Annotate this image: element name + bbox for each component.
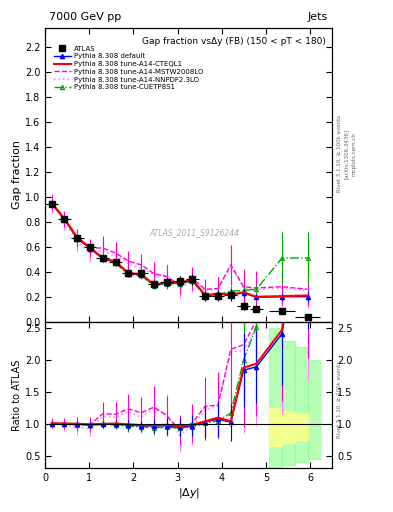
X-axis label: $|\Delta y|$: $|\Delta y|$ [178,486,200,500]
Bar [282,411,295,443]
Y-axis label: Ratio to ATLAS: Ratio to ATLAS [12,359,22,431]
Text: Rivet 3.1.10, ≥ 100k events: Rivet 3.1.10, ≥ 100k events [337,115,342,192]
Legend: ATLAS, Pythia 8.308 default, Pythia 8.308 tune-A14-CTEQL1, Pythia 8.308 tune-A14: ATLAS, Pythia 8.308 default, Pythia 8.30… [51,43,206,93]
Text: 7000 GeV pp: 7000 GeV pp [49,12,121,22]
Bar [269,328,282,468]
Text: ATLAS_2011_S9126244: ATLAS_2011_S9126244 [149,228,239,237]
Text: Gap fraction vsΔy (FB) (150 < pT < 180): Gap fraction vsΔy (FB) (150 < pT < 180) [143,37,326,46]
Y-axis label: Gap fraction: Gap fraction [12,140,22,209]
Text: Jets: Jets [308,12,328,22]
Text: mcplots.cern.ch: mcplots.cern.ch [351,132,356,176]
Bar [282,341,295,465]
Bar [295,414,308,440]
Bar [295,347,308,462]
Bar [308,360,320,459]
Bar [269,408,282,446]
Text: [arXiv:1306.3436]: [arXiv:1306.3436] [344,129,349,179]
Text: Rivet 3.1.10, ≥ 100k events: Rivet 3.1.10, ≥ 100k events [337,361,342,438]
